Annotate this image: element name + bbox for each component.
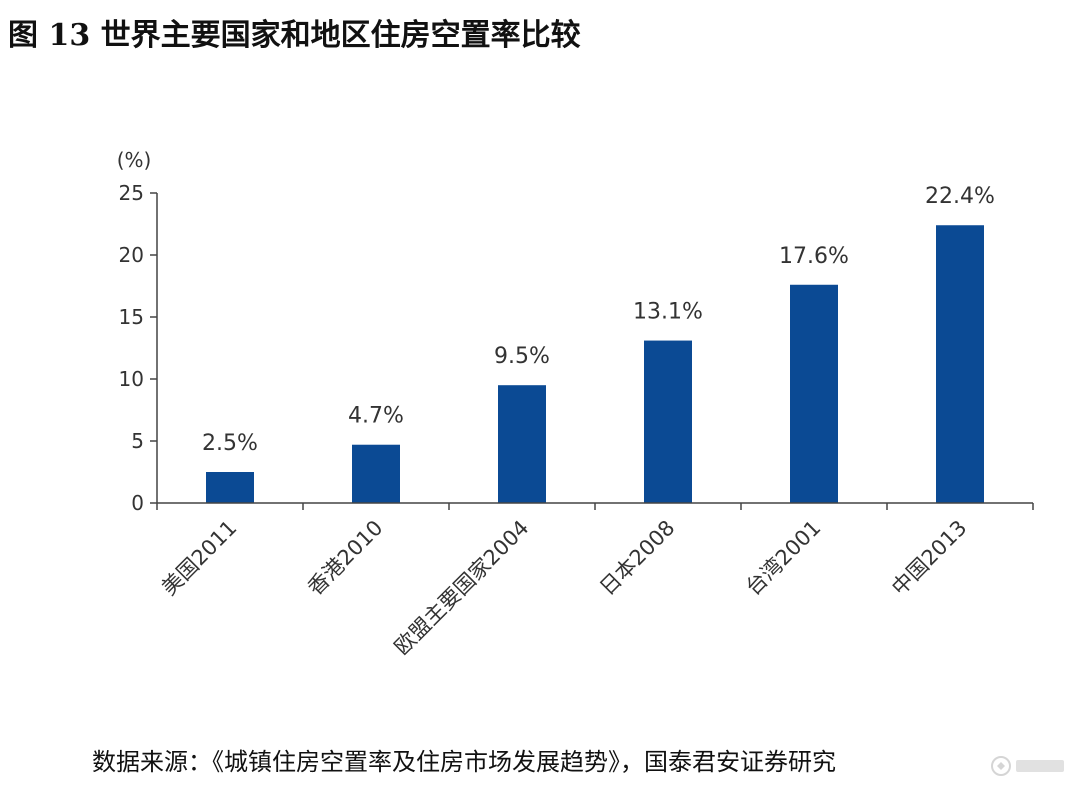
x-tick-label: 香港2010 [303, 516, 387, 600]
source-note: 数据来源：《城镇住房空置率及住房市场发展趋势》，国泰君安证券研究 [92, 748, 836, 776]
bar [790, 284, 838, 503]
bar [936, 225, 984, 504]
bar [206, 472, 254, 503]
x-tick-label: 中国2013 [887, 516, 971, 600]
data-label: 4.7% [348, 404, 404, 429]
y-tick-label: 10 [119, 367, 144, 391]
x-tick-label: 欧盟主要国家2004 [390, 516, 534, 660]
y-tick-label: 20 [119, 243, 144, 267]
x-tick-label: 台湾2001 [741, 516, 825, 600]
watermark-logo-icon [991, 756, 1064, 776]
data-label: 22.4% [925, 184, 995, 209]
bar [352, 444, 400, 503]
data-label: 9.5% [494, 344, 550, 369]
bar [644, 340, 692, 503]
data-label: 17.6% [779, 244, 849, 269]
data-label: 2.5% [202, 431, 258, 456]
bar [498, 385, 546, 503]
y-tick-label: 25 [119, 181, 144, 205]
y-tick-label: 5 [131, 429, 144, 453]
y-tick-label: 0 [131, 491, 144, 515]
x-tick-label: 美国2011 [157, 516, 241, 600]
figure-title: 图 13 世界主要国家和地区住房空置率比较 [8, 18, 581, 53]
y-tick-label: 15 [119, 305, 144, 329]
data-label: 13.1% [633, 300, 703, 325]
y-axis-unit-label: (%) [117, 148, 152, 172]
x-tick-label: 日本2008 [595, 516, 679, 600]
